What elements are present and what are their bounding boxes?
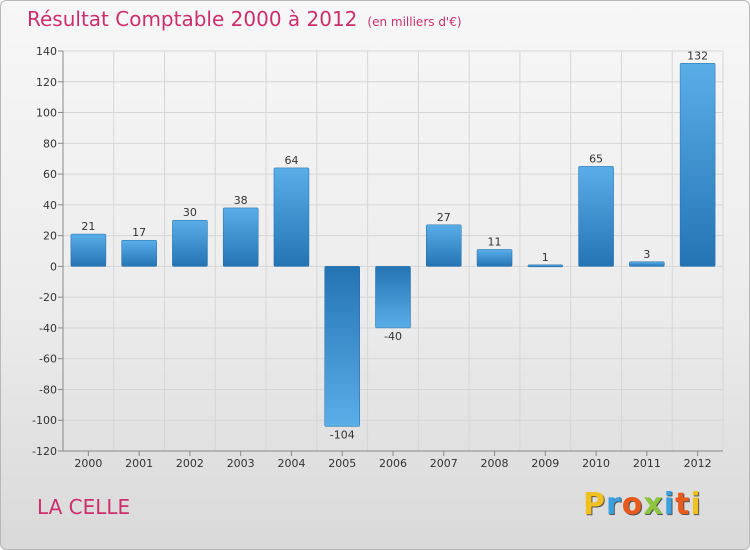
y-tick-label: 40 — [43, 199, 57, 212]
x-tick-label: 2002 — [176, 457, 204, 470]
bar — [426, 224, 462, 267]
y-tick-label: 80 — [43, 137, 57, 150]
y-tick-label: -100 — [32, 414, 57, 427]
y-tick-label: -120 — [32, 445, 57, 458]
x-tick-label: 2003 — [227, 457, 255, 470]
y-tick-label: 60 — [43, 168, 57, 181]
x-tick-label: 2006 — [379, 457, 407, 470]
x-tick-label: 2007 — [430, 457, 458, 470]
y-tick-label: 20 — [43, 230, 57, 243]
x-tick-label: 2010 — [582, 457, 610, 470]
chart-unit: (en milliers d'€) — [367, 15, 462, 29]
x-tick-label: 2004 — [277, 457, 305, 470]
logo-letter: i — [690, 487, 702, 522]
bar — [679, 63, 716, 267]
y-tick-label: -80 — [39, 383, 57, 396]
commune-name: LA CELLE — [37, 495, 131, 519]
bar — [70, 233, 107, 267]
x-tick-label: 2009 — [531, 457, 559, 470]
data-label: 64 — [284, 154, 298, 167]
logo-letter: r — [606, 487, 622, 522]
chart-title: Résultat Comptable 2000 à 2012 (en millie… — [27, 7, 462, 31]
data-label: 27 — [437, 211, 451, 224]
y-tick-label: -20 — [39, 291, 57, 304]
bar — [629, 261, 665, 267]
grid-lines — [62, 50, 724, 452]
logo-letter: o — [621, 487, 644, 522]
data-label: 3 — [643, 248, 650, 261]
bar — [527, 264, 564, 268]
y-tick-label: -60 — [39, 353, 57, 366]
bar — [222, 207, 259, 267]
x-tick-label: 2008 — [481, 457, 509, 470]
y-tick-label: 120 — [36, 76, 57, 89]
x-tick-label: 2005 — [328, 457, 356, 470]
data-label: 11 — [488, 235, 502, 248]
data-label: 1 — [542, 251, 549, 264]
bar — [121, 239, 157, 267]
data-label: 21 — [81, 220, 95, 233]
y-tick-label: 100 — [36, 107, 57, 120]
y-tick-label: 140 — [36, 45, 57, 58]
data-label: 30 — [183, 206, 197, 219]
logo-letter: t — [675, 487, 691, 522]
chart-title-text: Résultat Comptable 2000 à 2012 — [27, 7, 358, 31]
x-tick-label: 2012 — [684, 457, 712, 470]
x-tick-label: 2000 — [74, 457, 102, 470]
bar — [476, 249, 513, 267]
bar — [375, 266, 411, 329]
data-label: 65 — [589, 152, 603, 165]
data-label: 38 — [234, 194, 248, 207]
bar — [273, 167, 310, 267]
data-label: -104 — [330, 428, 355, 441]
data-label: 17 — [132, 226, 146, 239]
x-tick-label: 2001 — [125, 457, 153, 470]
logo-letter: x — [643, 487, 664, 522]
data-label: 132 — [687, 49, 708, 62]
bars — [70, 63, 716, 427]
y-tick-label: -40 — [39, 322, 57, 335]
y-tick-label: 0 — [50, 260, 57, 273]
axes: 140 120 100 80 60 40 20 0 -20 -40 -60 -80 -100 -120 20… — [32, 45, 723, 470]
logo-letter: i — [663, 487, 676, 522]
x-tick-label: 2011 — [633, 457, 661, 470]
logo-letter: P — [583, 487, 606, 522]
bar — [578, 166, 614, 267]
bar — [324, 266, 360, 427]
proxiti-logo[interactable]: Proxiti — [583, 487, 702, 522]
bar — [172, 219, 208, 267]
data-label: -40 — [384, 330, 402, 343]
